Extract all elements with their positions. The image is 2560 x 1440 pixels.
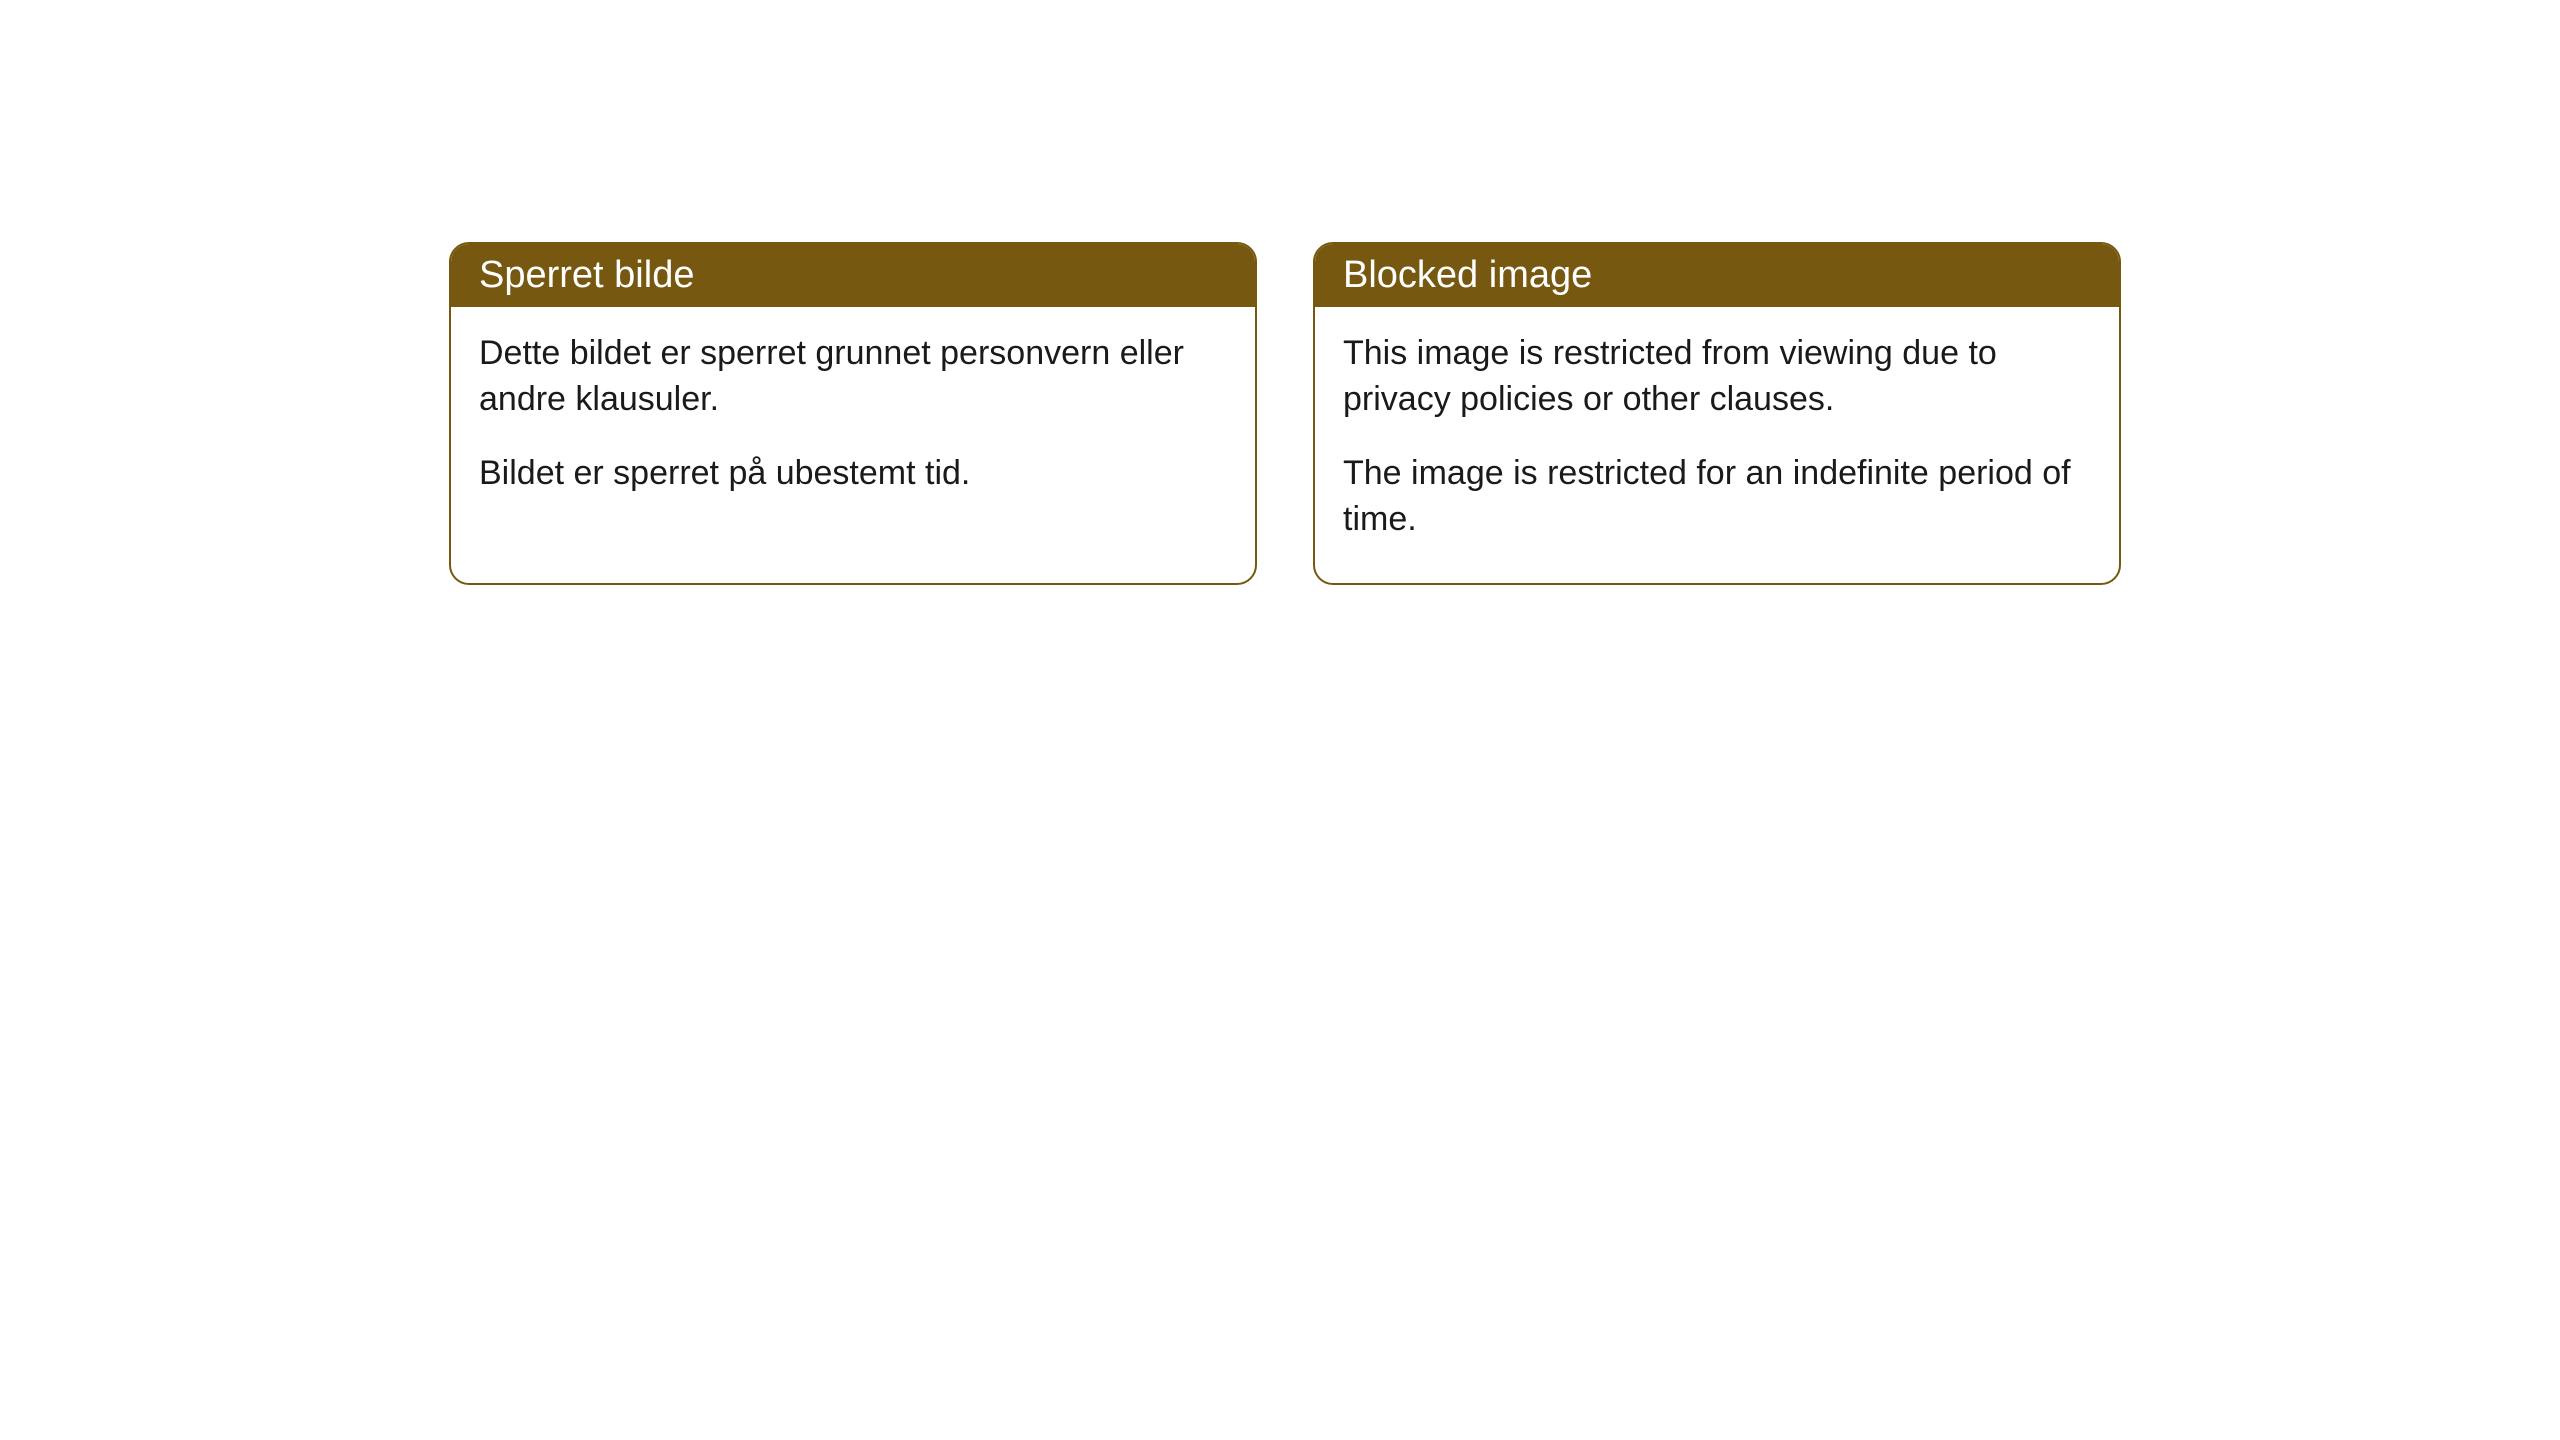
notice-card-text-1: Dette bildet er sperret grunnet personve…	[479, 331, 1227, 423]
notice-card-english: Blocked image This image is restricted f…	[1313, 242, 2121, 585]
notice-card-body: This image is restricted from viewing du…	[1315, 307, 2119, 583]
notice-card-title: Sperret bilde	[451, 244, 1255, 307]
notice-card-text-1: This image is restricted from viewing du…	[1343, 331, 2091, 423]
notice-card-body: Dette bildet er sperret grunnet personve…	[451, 307, 1255, 537]
notice-card-norwegian: Sperret bilde Dette bildet er sperret gr…	[449, 242, 1257, 585]
notice-card-text-2: Bildet er sperret på ubestemt tid.	[479, 451, 1227, 497]
notice-card-title: Blocked image	[1315, 244, 2119, 307]
notice-card-text-2: The image is restricted for an indefinit…	[1343, 451, 2091, 543]
notice-cards-container: Sperret bilde Dette bildet er sperret gr…	[449, 242, 2121, 585]
